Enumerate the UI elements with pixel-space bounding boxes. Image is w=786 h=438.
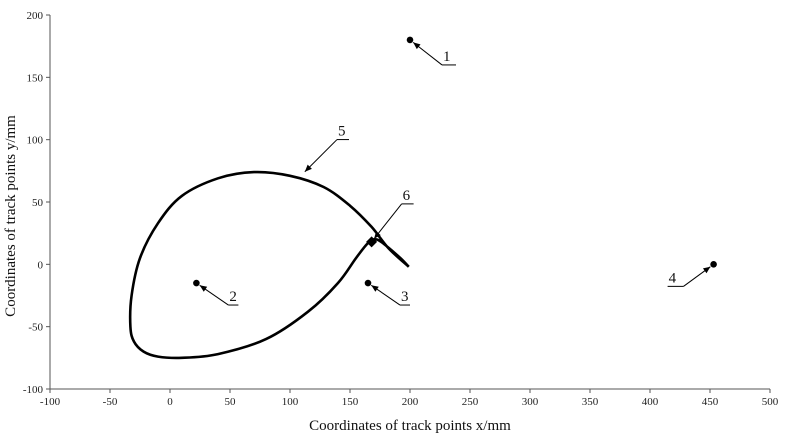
callout-label-1: 1	[443, 49, 451, 65]
x-tick-label: 400	[642, 396, 659, 408]
x-tick-label: 100	[282, 396, 299, 408]
x-tick-label: 500	[762, 396, 779, 408]
callout-leader-5	[304, 139, 338, 173]
y-tick-label: 150	[27, 72, 44, 84]
y-tick-label: 200	[27, 10, 44, 22]
y-tick-labels: -100 -50 0 50 100 150 200	[23, 10, 44, 396]
point-6	[366, 236, 378, 248]
y-tick-label: 0	[38, 259, 44, 271]
point-3	[364, 279, 372, 287]
plot-marks: 1 2 3 4 6 5	[128, 36, 717, 360]
x-tick-label: 150	[342, 396, 359, 408]
y-tick-label: -100	[23, 384, 44, 396]
callout-leader-6	[373, 203, 402, 240]
x-tick-label: 200	[402, 396, 419, 408]
axes	[46, 14, 771, 393]
x-axis-label: Coordinates of track points x/mm	[309, 418, 511, 434]
y-tick-label: 50	[32, 197, 44, 209]
x-tick-label: 450	[702, 396, 719, 408]
point-1	[406, 36, 414, 44]
x-tick-label: 50	[225, 396, 237, 408]
x-tick-label: -100	[40, 396, 61, 408]
callout-label-3: 3	[401, 289, 409, 305]
point-2	[193, 279, 200, 287]
callout-arrowhead-4	[702, 266, 711, 274]
callout-label-5: 5	[338, 124, 346, 140]
y-tick-label: -50	[28, 322, 43, 334]
callout-arrowhead-5	[304, 164, 312, 172]
x-tick-label: 0	[167, 396, 173, 408]
x-tick-label: 250	[462, 396, 479, 408]
callout-arrowhead-3	[371, 285, 379, 292]
x-tick-labels: -100 -50 0 50 100 150 200 250 300 350 400 450 500	[40, 396, 779, 408]
point-4	[710, 261, 717, 268]
callout-label-4: 4	[669, 270, 677, 286]
callout-arrowhead-1	[413, 42, 421, 50]
callout-arrowhead-6	[374, 231, 381, 239]
callout-label-6: 6	[403, 188, 411, 204]
x-tick-label: 300	[522, 396, 539, 408]
x-tick-label: 350	[582, 396, 599, 408]
y-tick-label: 100	[27, 135, 44, 147]
callout-arrowhead-2	[199, 285, 208, 292]
y-axis-label: Coordinates of track points y/mm	[3, 115, 19, 317]
callout-label-2: 2	[229, 289, 237, 305]
x-tick-label: -50	[103, 396, 118, 408]
track-curve	[128, 170, 410, 360]
